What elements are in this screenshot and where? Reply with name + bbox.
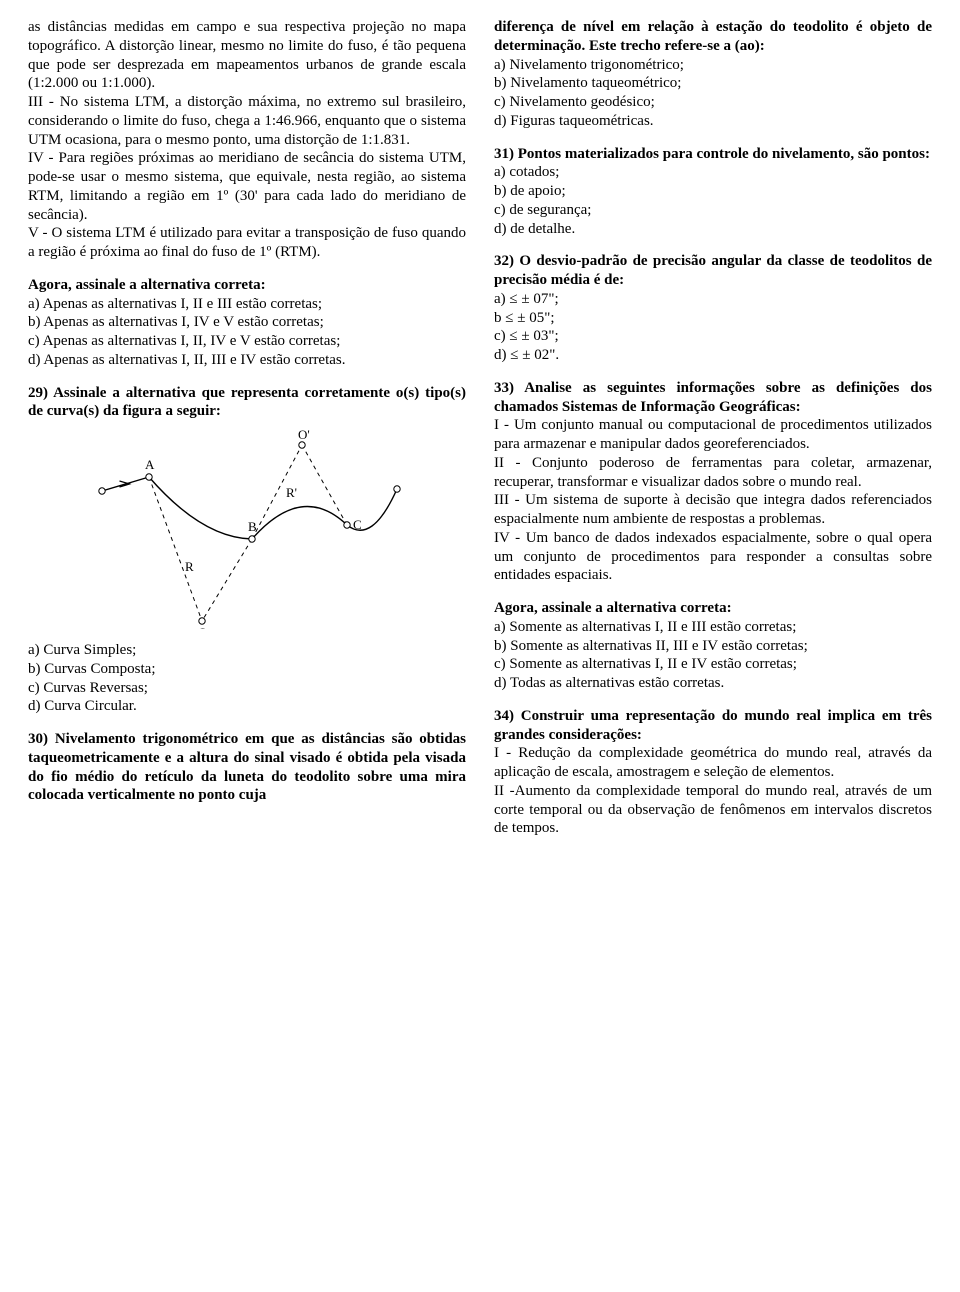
paragraph: V - O sistema LTM é utilizado para evita… bbox=[28, 224, 466, 262]
option: d) Apenas as alternativas I, II, III e I… bbox=[28, 351, 466, 370]
question-30: 30) Nivelamento trigonométrico em que as… bbox=[28, 730, 466, 805]
question-prompt: Agora, assinale a alternativa correta: bbox=[494, 599, 932, 618]
question-31: 31) Pontos materializados para controle … bbox=[494, 145, 932, 164]
option: c) Curvas Reversas; bbox=[28, 679, 466, 698]
option: d) ≤ ± 02". bbox=[494, 346, 932, 365]
option: b) Apenas as alternativas I, IV e V estã… bbox=[28, 313, 466, 332]
question-30-cont: diferença de nível em relação à estação … bbox=[494, 18, 932, 56]
option: a) ≤ ± 07"; bbox=[494, 290, 932, 309]
curve-figure: A B C O O' R R' bbox=[87, 429, 407, 629]
option: a) Curva Simples; bbox=[28, 641, 466, 660]
svg-text:O': O' bbox=[298, 429, 310, 442]
question-34: 34) Construir uma representação do mundo… bbox=[494, 707, 932, 745]
paragraph: I - Redução da complexidade geométrica d… bbox=[494, 744, 932, 782]
option: b) Nivelamento taqueométrico; bbox=[494, 74, 932, 93]
option: d) Todas as alternativas estão corretas. bbox=[494, 674, 932, 693]
option: b) Somente as alternativas II, III e IV … bbox=[494, 637, 932, 656]
option: b ≤ ± 05"; bbox=[494, 309, 932, 328]
svg-text:C: C bbox=[353, 517, 362, 532]
option: b) de apoio; bbox=[494, 182, 932, 201]
option: c) Somente as alternativas I, II e IV es… bbox=[494, 655, 932, 674]
paragraph: II - Conjunto poderoso de ferramentas pa… bbox=[494, 454, 932, 492]
question-prompt: Agora, assinale a alternativa correta: bbox=[28, 276, 466, 295]
option: a) Somente as alternativas I, II e III e… bbox=[494, 618, 932, 637]
paragraph: III - No sistema LTM, a distorção máxima… bbox=[28, 93, 466, 149]
svg-text:O: O bbox=[198, 625, 207, 629]
option: a) cotados; bbox=[494, 163, 932, 182]
svg-text:A: A bbox=[145, 457, 155, 472]
question-33: 33) Analise as seguintes informações sob… bbox=[494, 379, 932, 417]
option: a) Apenas as alternativas I, II e III es… bbox=[28, 295, 466, 314]
paragraph: IV - Um banco de dados indexados espacia… bbox=[494, 529, 932, 585]
svg-text:R: R bbox=[185, 559, 194, 574]
option: a) Nivelamento trigonométrico; bbox=[494, 56, 932, 75]
svg-text:B: B bbox=[248, 519, 257, 534]
question-29: 29) Assinale a alternativa que represent… bbox=[28, 384, 466, 422]
option: c) ≤ ± 03"; bbox=[494, 327, 932, 346]
option: c) Nivelamento geodésico; bbox=[494, 93, 932, 112]
option: d) Figuras taqueométricas. bbox=[494, 112, 932, 131]
option: d) de detalhe. bbox=[494, 220, 932, 239]
svg-text:R': R' bbox=[286, 485, 297, 500]
left-column: as distâncias medidas em campo e sua res… bbox=[28, 18, 466, 838]
option: c) de segurança; bbox=[494, 201, 932, 220]
paragraph: IV - Para regiões próximas ao meridiano … bbox=[28, 149, 466, 224]
option: d) Curva Circular. bbox=[28, 697, 466, 716]
option: b) Curvas Composta; bbox=[28, 660, 466, 679]
paragraph: II -Aumento da complexidade temporal do … bbox=[494, 782, 932, 838]
paragraph: as distâncias medidas em campo e sua res… bbox=[28, 18, 466, 93]
right-column: diferença de nível em relação à estação … bbox=[494, 18, 932, 838]
question-32: 32) O desvio-padrão de precisão angular … bbox=[494, 252, 932, 290]
paragraph: I - Um conjunto manual ou computacional … bbox=[494, 416, 932, 454]
option: c) Apenas as alternativas I, II, IV e V … bbox=[28, 332, 466, 351]
paragraph: III - Um sistema de suporte à decisão qu… bbox=[494, 491, 932, 529]
